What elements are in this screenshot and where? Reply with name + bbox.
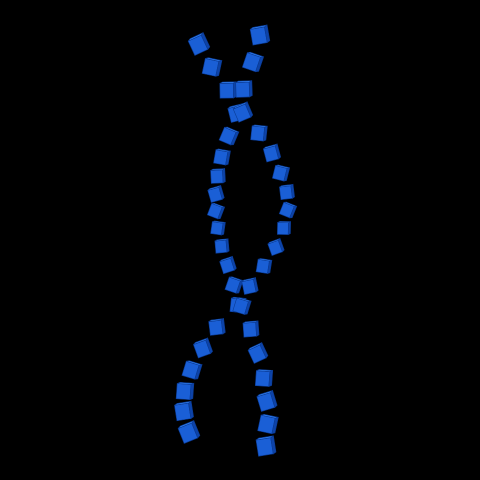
cube-strand-b-16 [247,341,269,364]
cube-strand-a-13 [224,276,244,294]
cube-strand-b-14 [232,297,252,315]
cube-strand-a-17 [181,360,203,380]
cube-strand-b-2 [241,51,265,73]
cube-strand-a-11 [214,238,230,254]
cube-strand-b-8 [279,183,295,201]
cube-strand-a-12 [219,255,237,275]
cube-strand-a-15 [208,318,226,336]
cube-strand-a-20 [177,419,201,444]
cube-strand-b-3 [235,80,253,98]
cube-strand-b-4 [232,101,254,123]
cube-strand-a-16 [193,337,213,359]
cube-strand-b-9 [278,201,298,219]
cube-strand-b-18 [256,389,278,412]
cube-strand-b-1 [249,24,271,46]
cube-strand-a-18 [175,382,195,401]
cube-strand-b-19 [257,413,279,435]
cube-strand-b-20 [255,435,277,457]
cube-strand-b-11 [267,237,285,256]
cube-strand-a-7 [210,168,226,184]
cube-strand-b-5 [250,124,268,142]
cube-strand-a-1 [187,31,211,56]
cube-strand-b-15 [242,320,260,338]
cube-strand-b-10 [277,221,291,236]
cube-strand-b-12 [255,258,273,274]
cube-strand-a-5 [218,126,240,146]
cube-strand-b-13 [241,276,259,295]
cube-strand-a-3 [219,81,237,99]
cube-strand-a-8 [207,184,225,203]
cube-strand-a-6 [213,148,231,166]
cube-helix [174,24,298,457]
cube-strand-b-6 [262,143,282,163]
cube-strand-a-19 [174,400,194,422]
cube-strand-b-17 [254,369,274,388]
cube-strand-a-9 [206,202,226,220]
cube-strand-b-7 [271,164,291,182]
cube-strand-a-10 [210,220,226,236]
cube-strand-a-2 [201,57,223,77]
